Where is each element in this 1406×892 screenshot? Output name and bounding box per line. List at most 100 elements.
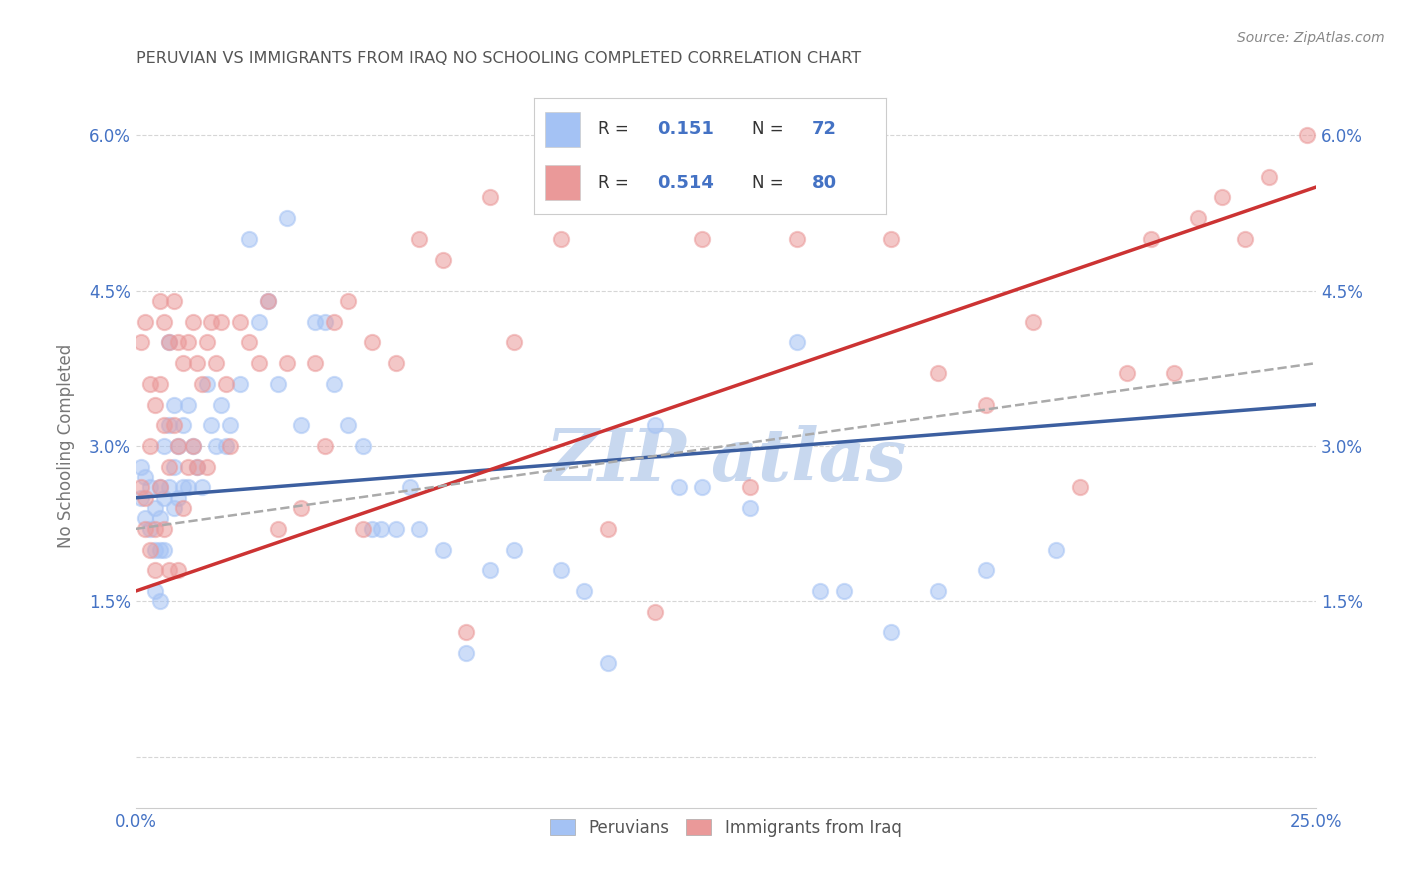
Point: [832, 584, 855, 599]
Point: [550, 232, 572, 246]
Text: Source: ZipAtlas.com: Source: ZipAtlas.com: [1237, 31, 1385, 45]
Text: PERUVIAN VS IMMIGRANTS FROM IRAQ NO SCHOOLING COMPLETED CORRELATION CHART: PERUVIAN VS IMMIGRANTS FROM IRAQ NO SCHO…: [136, 51, 860, 66]
Point: [177, 335, 200, 350]
Y-axis label: No Schooling Completed: No Schooling Completed: [58, 343, 75, 548]
Point: [181, 439, 204, 453]
Point: [191, 480, 214, 494]
Point: [129, 335, 152, 350]
Point: [143, 563, 166, 577]
Point: [337, 418, 360, 433]
Point: [692, 232, 714, 246]
Point: [177, 398, 200, 412]
Point: [238, 335, 260, 350]
Point: [200, 315, 222, 329]
Point: [148, 293, 170, 308]
Point: [143, 522, 166, 536]
FancyBboxPatch shape: [544, 112, 581, 147]
Legend: Peruvians, Immigrants from Iraq: Peruvians, Immigrants from Iraq: [544, 813, 908, 844]
Point: [880, 232, 903, 246]
Point: [153, 315, 176, 329]
Point: [432, 252, 454, 267]
Point: [478, 190, 501, 204]
Point: [1116, 367, 1139, 381]
Point: [247, 315, 270, 329]
Point: [550, 563, 572, 577]
Point: [290, 418, 312, 433]
Point: [157, 335, 180, 350]
Point: [163, 398, 186, 412]
Point: [361, 335, 384, 350]
Point: [148, 376, 170, 391]
Point: [456, 625, 478, 640]
Point: [276, 356, 298, 370]
Point: [384, 356, 406, 370]
Point: [352, 522, 374, 536]
Point: [134, 511, 156, 525]
Point: [668, 480, 690, 494]
Point: [219, 418, 242, 433]
Point: [186, 356, 208, 370]
Point: [157, 563, 180, 577]
Point: [195, 459, 218, 474]
Point: [229, 376, 252, 391]
Point: [157, 418, 180, 433]
Point: [139, 542, 162, 557]
Point: [257, 293, 280, 308]
Point: [172, 356, 194, 370]
Text: 0.151: 0.151: [657, 120, 714, 138]
Point: [304, 315, 326, 329]
Point: [502, 542, 524, 557]
Point: [644, 418, 666, 433]
Point: [1045, 542, 1067, 557]
Point: [167, 335, 190, 350]
Point: [314, 439, 336, 453]
Point: [205, 439, 228, 453]
Point: [163, 418, 186, 433]
Point: [1211, 190, 1233, 204]
Point: [143, 542, 166, 557]
Point: [157, 480, 180, 494]
Point: [167, 491, 190, 505]
Point: [191, 376, 214, 391]
Point: [148, 480, 170, 494]
FancyBboxPatch shape: [544, 165, 581, 200]
Text: 72: 72: [813, 120, 837, 138]
Point: [266, 376, 288, 391]
Point: [502, 335, 524, 350]
Point: [266, 522, 288, 536]
Point: [219, 439, 242, 453]
Point: [181, 315, 204, 329]
Point: [143, 584, 166, 599]
Point: [304, 356, 326, 370]
Point: [1234, 232, 1257, 246]
Point: [323, 376, 346, 391]
Text: N =: N =: [752, 120, 783, 138]
Point: [172, 501, 194, 516]
Point: [172, 480, 194, 494]
Point: [129, 459, 152, 474]
Point: [139, 522, 162, 536]
Point: [205, 356, 228, 370]
Point: [186, 459, 208, 474]
Point: [134, 522, 156, 536]
Point: [1069, 480, 1091, 494]
Point: [167, 439, 190, 453]
Point: [1163, 367, 1185, 381]
Point: [478, 563, 501, 577]
Point: [134, 470, 156, 484]
Point: [786, 232, 808, 246]
Point: [238, 232, 260, 246]
Point: [148, 480, 170, 494]
Point: [257, 293, 280, 308]
Point: [1022, 315, 1045, 329]
Point: [352, 439, 374, 453]
Point: [974, 563, 997, 577]
Point: [157, 459, 180, 474]
Point: [1139, 232, 1161, 246]
Point: [134, 315, 156, 329]
Point: [200, 418, 222, 433]
Point: [167, 563, 190, 577]
Point: [172, 418, 194, 433]
Point: [186, 459, 208, 474]
Point: [214, 439, 236, 453]
